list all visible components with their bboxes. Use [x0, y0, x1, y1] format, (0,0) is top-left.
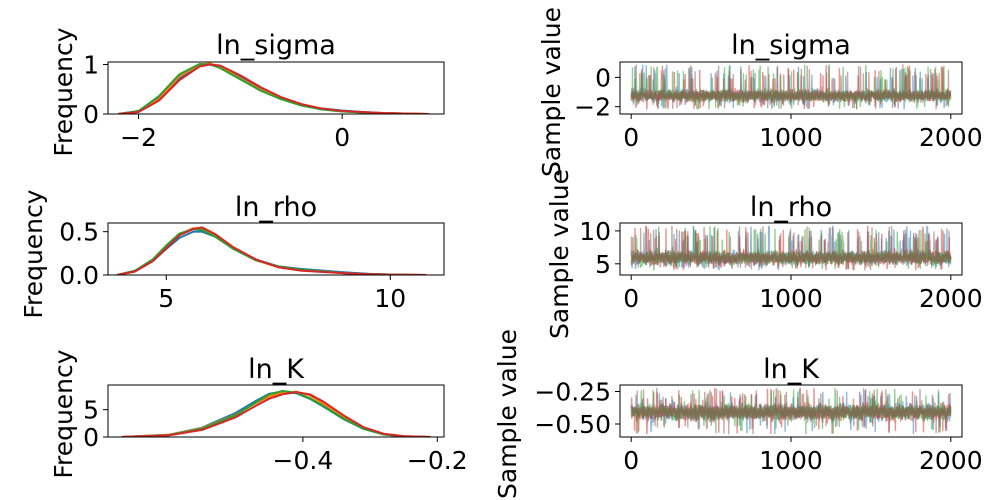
trace-ln-k-y-tick-label: −0.50: [534, 410, 611, 439]
kde-ln-sigma-series-line-4: [118, 63, 429, 114]
kde-ln-k-series-line-4: [121, 391, 431, 437]
trace-ln-sigma-x-tick-label: 0: [623, 123, 639, 152]
trace-ln-k-chain-trace-4: [630, 387, 952, 435]
kde-ln-k-x-tick-label: −0.2: [407, 446, 468, 475]
trace-ln-sigma-x-tick-label: 2000: [919, 123, 983, 152]
trace-ln-rho-chain-trace-4: [630, 225, 952, 271]
trace-ln-sigma-chain-trace-4: [630, 64, 952, 109]
trace-ln-rho-x-tick-label: 2000: [919, 284, 983, 313]
kde-ln-sigma-title: ln_sigma: [216, 30, 336, 61]
kde-ln-k-series-line-3: [121, 390, 431, 437]
kde-ln-sigma-y-axis-label: Frequency: [49, 27, 78, 156]
trace-ln-rho-y-tick-label: 10: [579, 217, 611, 246]
trace-ln-k-y-axis-label: Sample value: [493, 329, 522, 499]
kde-ln-k-plot-area: [121, 390, 431, 437]
kde-ln-k-series-line-2: [121, 390, 431, 437]
trace-ln-sigma-plot-area: [630, 64, 952, 110]
kde-ln-rho-panel: 5 10 0.0 0.5 ln_rho Frequency: [19, 189, 445, 319]
kde-ln-sigma-series-line-3: [118, 62, 429, 114]
kde-ln-sigma-panel: −2 0 0 1 ln_sigma Frequency: [49, 27, 445, 157]
kde-ln-rho-plot-area: [116, 226, 427, 275]
trace-ln-sigma-x-tick-label: 1000: [759, 123, 823, 152]
trace-ln-k-panel: 0 1000 2000 −0.50 −0.25 ln_K Sample value: [493, 329, 983, 499]
trace-ln-rho-y-tick-label: 5: [595, 250, 611, 279]
kde-ln-sigma-x-tick-label: −2: [120, 123, 157, 152]
kde-ln-rho-y-axis-label: Frequency: [19, 189, 48, 318]
kde-ln-rho-y-tick-label: 0.5: [59, 218, 99, 247]
kde-ln-sigma-axes-frame: [107, 61, 445, 115]
kde-ln-k-title: ln_K: [248, 354, 305, 385]
kde-ln-rho-x-tick-label: 5: [158, 284, 174, 313]
trace-ln-k-y-tick-label: −0.25: [534, 378, 611, 407]
trace-ln-rho-plot-area: [630, 225, 952, 271]
kde-ln-k-x-tick-label: −0.4: [273, 446, 334, 475]
trace-ln-rho-panel: 0 1000 2000 5 10 ln_rho Sample value: [545, 169, 983, 339]
kde-ln-rho-x-tick-label: 10: [374, 284, 406, 313]
kde-ln-sigma-x-tick-label: 0: [334, 123, 350, 152]
trace-ln-rho-x-tick-label: 0: [623, 284, 639, 313]
trace-ln-sigma-y-tick-label: 0: [595, 63, 611, 92]
trace-ln-k-x-tick-label: 1000: [759, 446, 823, 475]
trace-ln-sigma-title: ln_sigma: [731, 30, 851, 61]
trace-ln-rho-x-tick-label: 1000: [759, 284, 823, 313]
kde-ln-k-panel: −0.4 −0.2 05 ln_K Frequency: [49, 349, 468, 478]
kde-ln-sigma-y-tick-label: 0: [83, 100, 99, 129]
trace-ln-k-x-tick-label: 2000: [919, 446, 983, 475]
kde-ln-rho-series-line-1: [116, 230, 427, 275]
trace-ln-k-plot-area: [630, 387, 952, 435]
kde-ln-k-series-line-1: [121, 390, 431, 437]
kde-ln-rho-series-line-4: [116, 226, 427, 275]
kde-ln-rho-y-tick-label: 0.0: [59, 261, 99, 290]
kde-ln-k-axes-frame: [107, 384, 445, 438]
trace-ln-rho-y-axis-label: Sample value: [545, 169, 574, 339]
kde-ln-rho-axes-frame: [107, 222, 445, 276]
trace-ln-sigma-y-tick-label: −2: [574, 93, 611, 122]
trace-ln-sigma-y-axis-label: Sample value: [537, 7, 566, 177]
kde-ln-k-y-tick-label: 0: [83, 423, 99, 452]
kde-ln-sigma-y-tick-label: 1: [83, 50, 99, 79]
trace-ln-k-x-tick-label: 0: [623, 446, 639, 475]
trace-ln-rho-title: ln_rho: [750, 192, 832, 223]
kde-ln-sigma-plot-area: [118, 62, 429, 114]
trace-ln-k-title: ln_K: [763, 354, 820, 385]
kde-ln-k-y-tick-label: 5: [83, 396, 99, 425]
kde-ln-rho-title: ln_rho: [235, 192, 317, 223]
kde-ln-k-y-axis-label: Frequency: [49, 349, 78, 478]
